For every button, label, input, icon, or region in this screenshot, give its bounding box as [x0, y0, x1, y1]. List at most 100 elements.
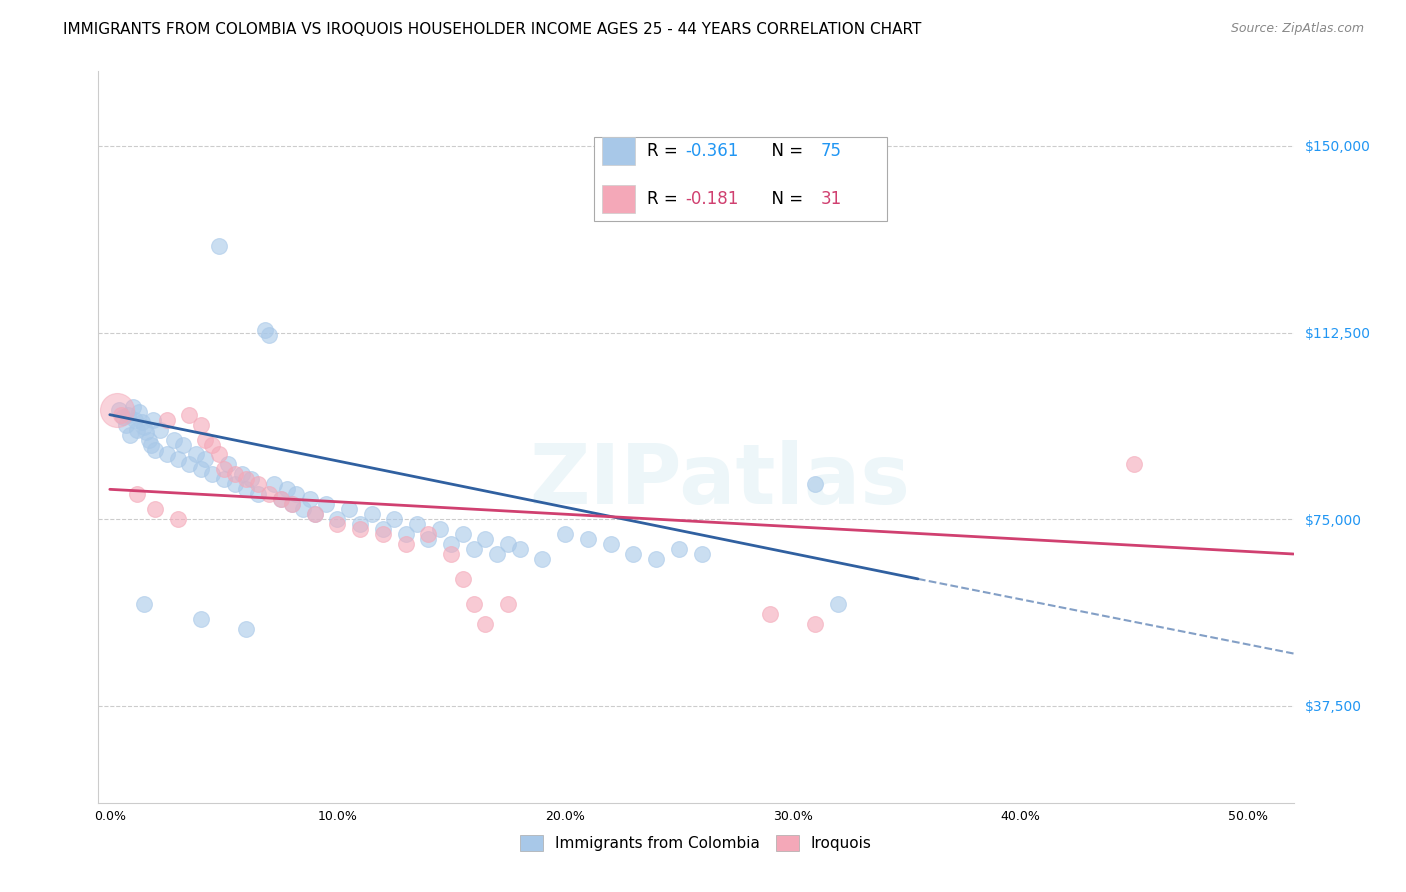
Point [474, 616, 496, 631]
Point [131, 415, 153, 429]
Point [149, 423, 172, 437]
Point [114, 417, 136, 432]
Point [326, 517, 349, 532]
Point [276, 483, 298, 497]
Point [117, 408, 139, 422]
Point [531, 552, 554, 566]
Point [224, 467, 246, 482]
Point [143, 502, 166, 516]
Point [142, 412, 165, 426]
Legend: Immigrants from Colombia, Iroquois: Immigrants from Colombia, Iroquois [515, 830, 877, 857]
Point [139, 437, 162, 451]
Point [285, 487, 308, 501]
Point [418, 532, 440, 546]
Text: N =: N = [761, 142, 808, 160]
Point [349, 522, 371, 536]
Point [162, 433, 184, 447]
Point [257, 328, 280, 343]
Point [167, 452, 190, 467]
Point [110, 408, 132, 422]
Point [360, 507, 382, 521]
Point [208, 448, 231, 462]
Point [440, 547, 463, 561]
Point [804, 477, 827, 491]
Point [496, 537, 519, 551]
Text: -0.181: -0.181 [685, 190, 738, 208]
Point [315, 497, 337, 511]
Point [418, 527, 440, 541]
Point [599, 537, 621, 551]
Point [382, 512, 405, 526]
Point [1123, 458, 1146, 472]
Point [371, 527, 394, 541]
Point [132, 597, 155, 611]
Text: R =: R = [647, 142, 683, 160]
Point [201, 467, 224, 482]
Point [135, 425, 157, 439]
Point [235, 483, 257, 497]
Point [281, 497, 304, 511]
Text: N =: N = [761, 190, 808, 208]
Point [463, 542, 485, 557]
Point [246, 477, 269, 491]
Point [371, 522, 394, 536]
Point [451, 527, 474, 541]
Point [194, 452, 217, 467]
Point [156, 412, 179, 426]
Point [429, 522, 451, 536]
Point [143, 442, 166, 457]
Point [576, 532, 599, 546]
Point [253, 323, 276, 337]
Point [281, 497, 304, 511]
Point [395, 527, 418, 541]
Point [212, 472, 235, 486]
Point [621, 547, 644, 561]
Point [239, 472, 262, 486]
Point [496, 597, 519, 611]
Point [349, 517, 371, 532]
Point [474, 532, 496, 546]
Text: Source: ZipAtlas.com: Source: ZipAtlas.com [1230, 22, 1364, 36]
Point [326, 512, 349, 526]
Point [120, 427, 142, 442]
Point [127, 423, 149, 437]
Point [167, 512, 190, 526]
Point [121, 401, 143, 415]
Point [235, 472, 257, 486]
Text: -0.361: -0.361 [685, 142, 738, 160]
Point [257, 487, 280, 501]
Point [440, 537, 463, 551]
Text: 75: 75 [820, 142, 841, 160]
Point [194, 433, 217, 447]
Point [304, 507, 326, 521]
Point [509, 542, 531, 557]
Point [292, 502, 315, 516]
Point [186, 448, 208, 462]
Point [299, 492, 322, 507]
Point [451, 572, 474, 586]
Point [804, 616, 827, 631]
Point [201, 437, 224, 451]
Point [212, 462, 235, 476]
Point [827, 597, 849, 611]
Point [156, 448, 179, 462]
Point [645, 552, 668, 566]
Point [304, 507, 326, 521]
Point [463, 597, 485, 611]
Point [246, 487, 269, 501]
Point [124, 412, 146, 426]
Point [217, 458, 239, 472]
Point [406, 517, 429, 532]
Point [105, 402, 128, 417]
Point [235, 622, 257, 636]
Point [190, 462, 212, 476]
Point [179, 408, 201, 422]
Point [554, 527, 576, 541]
Point [759, 607, 782, 621]
Point [112, 410, 135, 425]
FancyBboxPatch shape [595, 137, 887, 221]
Point [108, 402, 131, 417]
Point [224, 477, 246, 491]
Point [190, 612, 212, 626]
Text: ZIPatlas: ZIPatlas [530, 441, 910, 522]
